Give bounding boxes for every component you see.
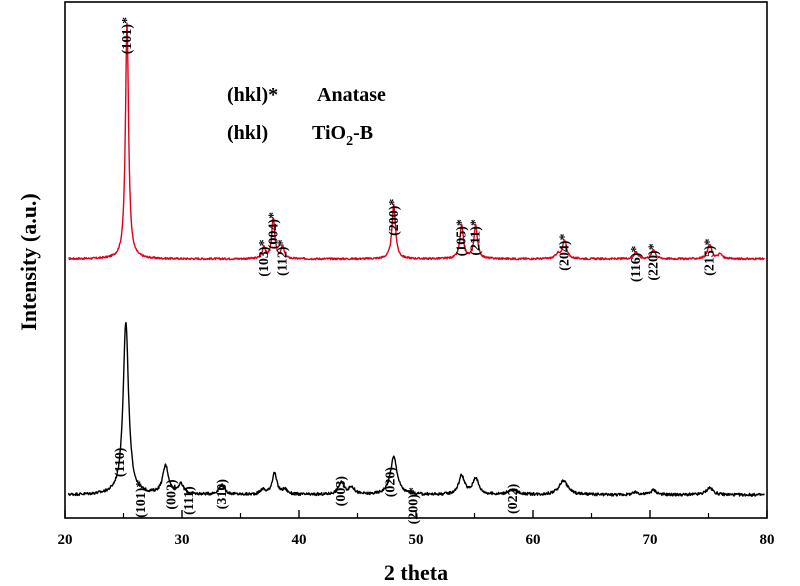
peak-label: (101)* (120, 17, 135, 54)
peak-label: (112)* (276, 239, 291, 276)
peak-label: (310) (215, 479, 230, 510)
peak-label: (220)* (647, 243, 662, 280)
x-ticks-layer: 20 30 40 50 60 70 80 (58, 510, 775, 548)
x-tick-label: 40 (292, 532, 307, 548)
legend: (hkl)* Anatase (hkl) TiO2-B (227, 84, 386, 149)
peak-label: (003) (334, 476, 349, 507)
peak-label: (022) (506, 483, 521, 514)
plot-frame (64, 1, 768, 519)
y-axis-title: Intensity (a.u.) (16, 193, 41, 331)
peak-label: (215)* (703, 239, 718, 276)
peak-label: (004)* (266, 212, 281, 249)
x-axis-title: 2 theta (384, 560, 448, 585)
peak-label: (101)* (134, 481, 149, 518)
series-line-anatase (68, 22, 765, 261)
peak-label: (204)* (558, 234, 573, 271)
series-line-tio2b-mixture (67, 321, 765, 497)
legend-label-anatase: Anatase (317, 84, 386, 106)
legend-symbol-anatase: (hkl)* (227, 84, 278, 106)
legend-label-tio2b-sub: 2 (346, 134, 353, 149)
x-tick-label: 60 (526, 532, 541, 548)
peak-label: (103)* (257, 239, 272, 276)
x-tick-label: 70 (643, 532, 658, 548)
peak-label: (211)* (469, 219, 484, 256)
peak-label: (200)* (387, 199, 402, 236)
peak-label: (110) (113, 447, 128, 477)
peak-label: (116)* (629, 246, 644, 283)
legend-label-tio2b-tail: -B (353, 122, 373, 144)
peak-label: (020) (383, 467, 398, 498)
legend-symbol-tio2b: (hkl) (227, 122, 268, 144)
legend-label-tio2b: TiO2-B (312, 122, 373, 149)
peak-label: (002) (165, 479, 180, 510)
peak-label: (200)* (407, 487, 422, 524)
x-tick-label: 50 (409, 532, 424, 548)
x-tick-label: 30 (175, 532, 190, 548)
legend-label-tio2b-main: TiO (312, 122, 346, 144)
peak-label: (105)* (455, 219, 470, 256)
series-layer (67, 22, 765, 497)
peak-label: (111) (182, 486, 197, 515)
x-tick-label: 20 (58, 532, 73, 548)
peak-labels-layer: (101)* (103)*(004)*(112)* (200)* (105)* (211… (113, 17, 718, 525)
x-tick-label: 80 (760, 532, 775, 548)
